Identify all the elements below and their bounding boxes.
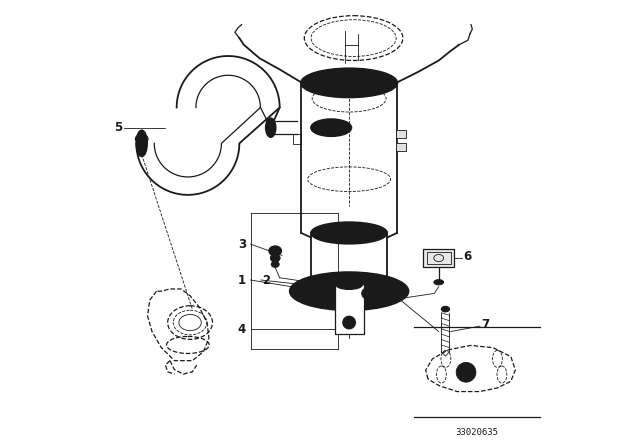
Ellipse shape (301, 68, 397, 97)
Ellipse shape (269, 246, 282, 256)
Bar (396, 143, 406, 151)
Text: 5: 5 (114, 121, 122, 134)
Bar (427, 252, 451, 264)
Circle shape (346, 319, 352, 326)
Text: 4: 4 (238, 323, 246, 336)
Circle shape (343, 316, 355, 329)
Bar (396, 130, 406, 138)
Ellipse shape (290, 272, 408, 310)
Text: 6: 6 (463, 250, 472, 263)
Text: 3: 3 (238, 237, 246, 251)
Text: 2: 2 (262, 273, 270, 287)
Circle shape (362, 288, 372, 299)
Circle shape (364, 291, 370, 296)
Circle shape (456, 362, 476, 382)
Ellipse shape (136, 130, 147, 156)
Ellipse shape (270, 254, 280, 262)
Bar (423, 249, 454, 267)
Ellipse shape (311, 222, 387, 244)
Ellipse shape (311, 119, 351, 136)
Ellipse shape (335, 280, 362, 289)
Bar (335, 284, 364, 334)
Ellipse shape (442, 306, 449, 312)
Ellipse shape (434, 280, 444, 285)
Ellipse shape (266, 118, 276, 137)
Ellipse shape (271, 261, 279, 267)
Text: 1: 1 (238, 273, 246, 287)
Text: 33020635: 33020635 (455, 428, 499, 437)
Bar (293, 134, 301, 144)
Text: 7: 7 (481, 318, 490, 332)
